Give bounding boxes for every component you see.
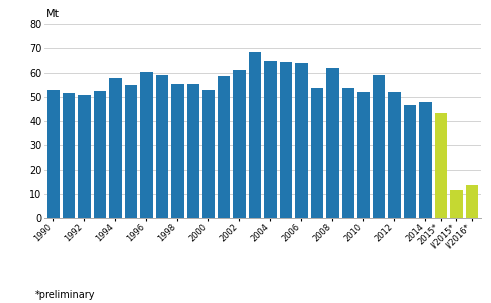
Bar [295, 63, 308, 218]
Bar [357, 92, 370, 218]
Bar [125, 85, 137, 218]
Bar [450, 190, 463, 218]
Bar [47, 90, 60, 218]
Bar [465, 185, 478, 218]
Bar [404, 105, 416, 218]
Bar [218, 76, 230, 218]
Bar [109, 78, 122, 218]
Bar [156, 75, 168, 218]
Bar [202, 90, 215, 218]
Bar [342, 88, 354, 218]
Text: *preliminary: *preliminary [34, 290, 95, 300]
Bar [94, 91, 106, 218]
Bar [249, 52, 261, 218]
Bar [264, 61, 276, 218]
Bar [78, 95, 91, 218]
Bar [140, 72, 153, 218]
Text: Mt: Mt [46, 9, 60, 19]
Bar [171, 84, 184, 218]
Bar [435, 113, 447, 218]
Bar [187, 84, 199, 218]
Bar [373, 75, 385, 218]
Bar [233, 70, 246, 218]
Bar [419, 102, 432, 218]
Bar [326, 68, 339, 218]
Bar [311, 88, 323, 218]
Bar [280, 62, 292, 218]
Bar [63, 93, 75, 218]
Bar [388, 92, 401, 218]
